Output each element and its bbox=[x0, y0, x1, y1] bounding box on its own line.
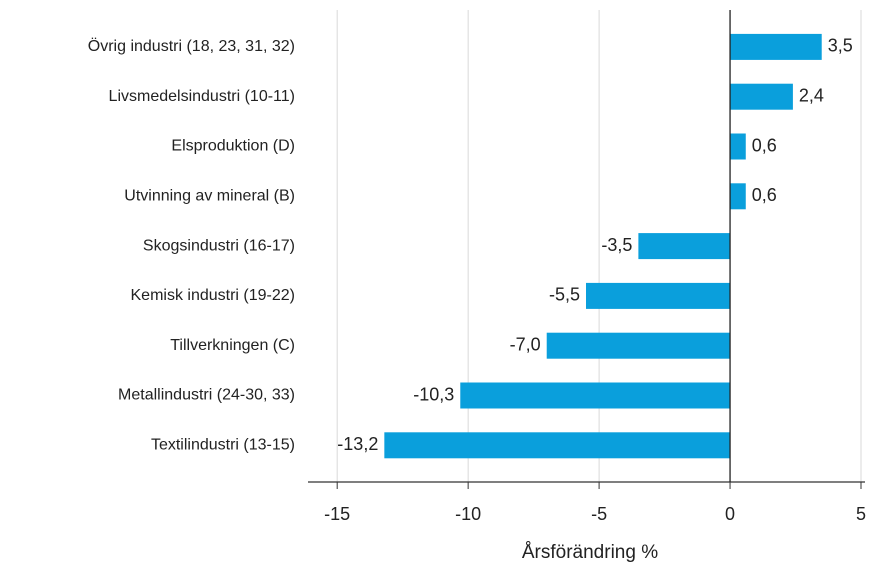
bar bbox=[460, 382, 731, 409]
value-label: -10,3 bbox=[413, 384, 454, 404]
x-tick-label: 0 bbox=[725, 504, 735, 524]
bar bbox=[638, 233, 731, 260]
bar bbox=[730, 83, 793, 110]
x-tick-label: -5 bbox=[591, 504, 607, 524]
value-label: -5,5 bbox=[549, 285, 580, 305]
value-label: -7,0 bbox=[510, 334, 541, 354]
y-tick-label: Utvinning av mineral (B) bbox=[124, 188, 295, 205]
bar bbox=[730, 133, 746, 160]
y-tick-label: Textilindustri (13-15) bbox=[151, 437, 295, 454]
value-label: 0,6 bbox=[752, 135, 777, 155]
value-label: 3,5 bbox=[828, 36, 853, 56]
value-label: -13,2 bbox=[337, 434, 378, 454]
x-tick-label: 5 bbox=[856, 504, 866, 524]
x-tick-label: -10 bbox=[455, 504, 481, 524]
bar bbox=[384, 432, 731, 459]
y-tick-label: Övrig industri (18, 23, 31, 32) bbox=[88, 37, 295, 55]
value-label: -3,5 bbox=[601, 235, 632, 255]
y-tick-label: Tillverkningen (C) bbox=[170, 337, 295, 354]
y-tick-label: Elsproduktion (D) bbox=[171, 138, 295, 155]
bar bbox=[546, 332, 731, 359]
y-tick-label: Livsmedelsindustri (10-11) bbox=[109, 88, 295, 105]
y-tick-label: Skogsindustri (16-17) bbox=[143, 237, 295, 254]
y-tick-label: Metallindustri (24-30, 33) bbox=[118, 387, 295, 404]
x-axis-label: Årsförändring % bbox=[522, 542, 658, 563]
bar bbox=[586, 282, 731, 309]
value-label: 2,4 bbox=[799, 85, 824, 105]
y-tick-label: Kemisk industri (19-22) bbox=[131, 287, 296, 304]
bar bbox=[730, 33, 822, 60]
value-label: 0,6 bbox=[752, 185, 777, 205]
bar bbox=[730, 183, 746, 210]
x-tick-label: -15 bbox=[324, 504, 350, 524]
